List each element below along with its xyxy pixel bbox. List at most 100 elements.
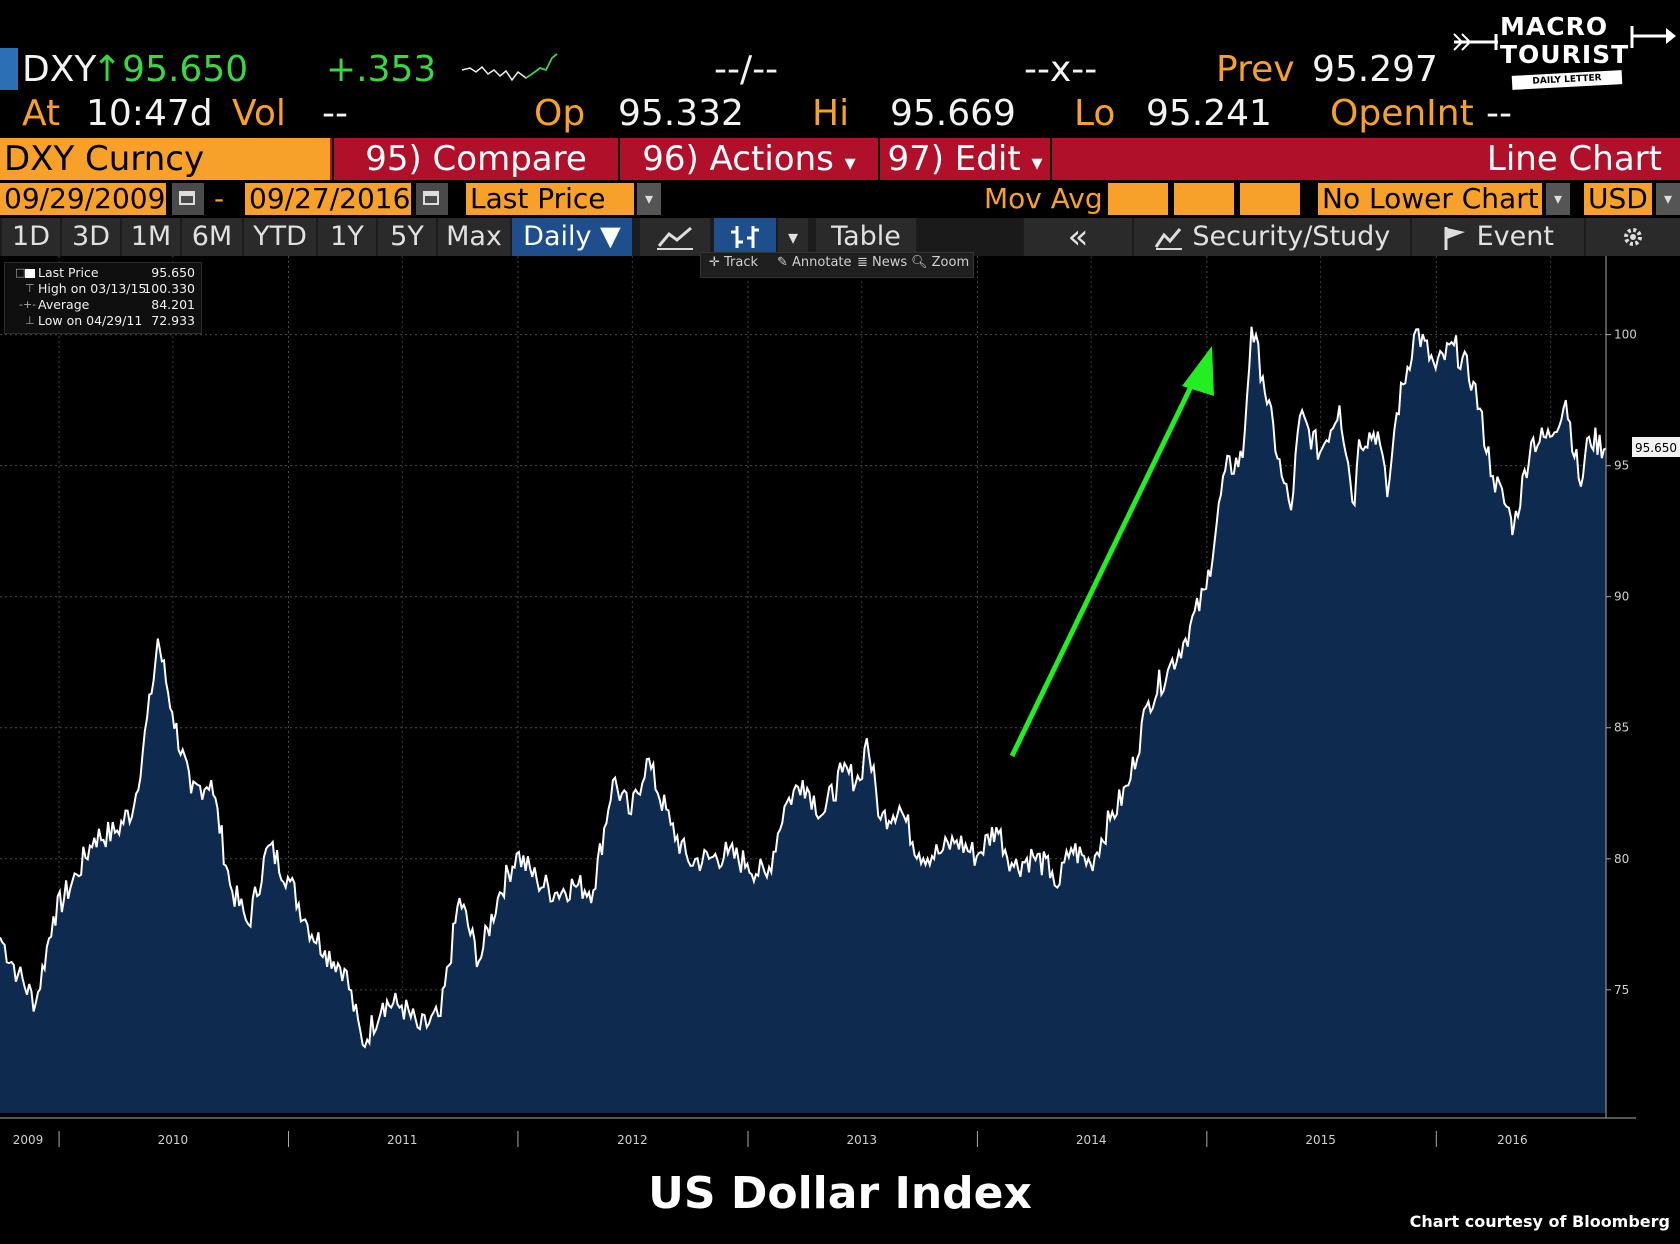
table-button[interactable]: Table (816, 218, 916, 256)
security-field[interactable]: DXY Curncy (0, 138, 330, 180)
settings-bar: 09/29/2009 - 09/27/2016 Last Price ▾ Mov… (0, 181, 1680, 217)
event-button[interactable]: Event (1412, 218, 1584, 256)
x-tick-label: 2016 (1497, 1133, 1528, 1147)
edit-button[interactable]: 97) Edit ▾ (878, 138, 1050, 180)
logo-line-3: DAILY LETTER (1511, 70, 1623, 90)
price-area (0, 326, 1606, 1113)
chevron-down-icon[interactable]: ▾ (778, 218, 808, 256)
end-date-input[interactable]: 09/27/2016 (245, 183, 411, 215)
trend-arrow (1009, 346, 1214, 758)
x-tick-label: 2013 (846, 1133, 877, 1147)
low-label: Lo (1074, 93, 1116, 134)
calendar-icon[interactable] (172, 183, 204, 215)
bar-style-icon[interactable] (714, 218, 776, 256)
collapse-icon[interactable]: « (1024, 218, 1132, 256)
gear-icon[interactable] (1586, 218, 1680, 256)
edit-label: 97) Edit (887, 139, 1021, 179)
menu-bar: DXY Curncy 95) Compare 96) Actions ▾ 97)… (0, 138, 1680, 180)
range-tab-bar: 1D 3D 1M 6M YTD 1Y 5Y Max Daily ▼ ▾ Tabl… (0, 218, 1680, 256)
legend-value: 100.330 (143, 281, 195, 296)
mov-avg-label: Mov Avg (980, 183, 1106, 215)
legend-label: Last Price (38, 265, 99, 280)
quote-header: DXY ↑95.650 +.353 --/-- --x-- Prev 95.29… (0, 0, 1680, 140)
chevron-down-icon[interactable]: ▾ (1656, 183, 1680, 215)
legend-value: 95.650 (151, 265, 195, 280)
tab-6m[interactable]: 6M (182, 218, 242, 256)
track-tool[interactable]: ✛ Track (709, 255, 759, 270)
x-tick-label: 2012 (617, 1133, 648, 1147)
chart-tools: ✛ Track ✎ Annotate ≣ News 🔍︎ Zoom (700, 252, 974, 278)
tab-max[interactable]: Max (438, 218, 510, 256)
legend-low: ⊥ Low on 04/29/11 72.933 (5, 313, 201, 329)
bid-ask-size: --x-- (1024, 49, 1098, 90)
actions-label: 96) Actions (642, 139, 834, 179)
tab-1m[interactable]: 1M (122, 218, 180, 256)
logo-line-2: TOURIST (1500, 40, 1630, 69)
at-label: At (22, 93, 61, 134)
sparkline (461, 53, 558, 82)
quote-time: 10:47d (86, 93, 213, 134)
logo-line-1: MACRO (1500, 12, 1609, 41)
mov-avg-input-2[interactable] (1174, 183, 1234, 215)
chevron-down-icon[interactable]: ▾ (637, 183, 661, 215)
legend-label: High on 03/13/15 (38, 281, 147, 296)
vol-value: -- (322, 93, 348, 134)
event-label: Event (1476, 221, 1554, 252)
chart-type-label[interactable]: Line Chart (1050, 138, 1680, 180)
news-tool[interactable]: ≣ News (857, 255, 908, 270)
average-marker-icon: -+- (19, 298, 37, 311)
news-label: News (872, 255, 908, 270)
tab-1d[interactable]: 1D (2, 218, 60, 256)
chart-legend: □ Last Price 95.650 ⊤ High on 03/13/15 1… (4, 262, 202, 334)
frequency-select[interactable]: Daily ▼ (512, 218, 632, 256)
actions-button[interactable]: 96) Actions ▾ (618, 138, 878, 180)
tab-3d[interactable]: 3D (62, 218, 120, 256)
price-chart[interactable]: 75 80 85 90 95 100 2009 2010 2011 2012 2013 2014 201… (0, 256, 1680, 1156)
high-marker-icon: ⊤ (25, 282, 35, 295)
start-date-input[interactable]: 09/29/2009 (0, 183, 166, 215)
macro-tourist-logo: MACRO TOURIST DAILY LETTER (1452, 6, 1677, 90)
mov-avg-input-3[interactable] (1240, 183, 1300, 215)
tab-5y[interactable]: 5Y (378, 218, 436, 256)
prev-value: 95.297 (1312, 49, 1438, 90)
legend-value: 72.933 (151, 313, 195, 328)
arrow-right-icon (1630, 26, 1676, 48)
price-line (0, 326, 1607, 1049)
prev-label: Prev (1216, 49, 1295, 90)
net-change: +.353 (326, 49, 437, 90)
bid-ask: --/-- (714, 49, 779, 90)
lower-chart-select[interactable]: No Lower Chart (1318, 183, 1542, 215)
x-tick-label: 2009 (13, 1133, 44, 1147)
legend-label: Average (38, 297, 90, 312)
tab-ytd[interactable]: YTD (244, 218, 316, 256)
tab-1y[interactable]: 1Y (318, 218, 376, 256)
last-price-tag-label: 95.650 (1635, 441, 1677, 455)
currency-select[interactable]: USD (1584, 183, 1652, 215)
chart-axes: 75 80 85 90 95 100 2009 2010 2011 2012 2013 2014 201… (0, 256, 1637, 1147)
zoom-tool[interactable]: 🔍︎ Zoom (911, 255, 970, 270)
compare-button[interactable]: 95) Compare (332, 138, 618, 180)
legend-average: -+- Average 84.201 (5, 297, 201, 313)
y-tick-label: 85 (1614, 721, 1629, 735)
toolbar-spacer (918, 218, 1022, 256)
security-study-label: Security/Study (1192, 221, 1391, 252)
track-label: Track (724, 255, 759, 270)
calendar-icon[interactable] (416, 183, 448, 215)
square-icon: □ (15, 266, 26, 279)
arrow-left-icon (1453, 33, 1498, 51)
ticker-marker (0, 48, 18, 90)
chevron-down-icon[interactable]: ▾ (1546, 183, 1570, 215)
security-study-button[interactable]: Security/Study (1134, 218, 1410, 256)
annotate-tool[interactable]: ✎ Annotate (777, 255, 852, 270)
y-tick-label: 100 (1614, 328, 1637, 342)
chevron-down-icon: ▾ (844, 151, 856, 176)
flag-icon (1444, 226, 1466, 250)
vol-label: Vol (232, 93, 286, 134)
field-select[interactable]: Last Price (466, 183, 634, 215)
line-chart-icon[interactable] (640, 218, 710, 256)
mov-avg-input-1[interactable] (1108, 183, 1168, 215)
ticker-symbol[interactable]: DXY (22, 49, 97, 90)
chevron-down-icon: ▾ (1031, 151, 1043, 176)
x-tick-label: 2014 (1076, 1133, 1107, 1147)
open-label: Op (534, 93, 586, 134)
